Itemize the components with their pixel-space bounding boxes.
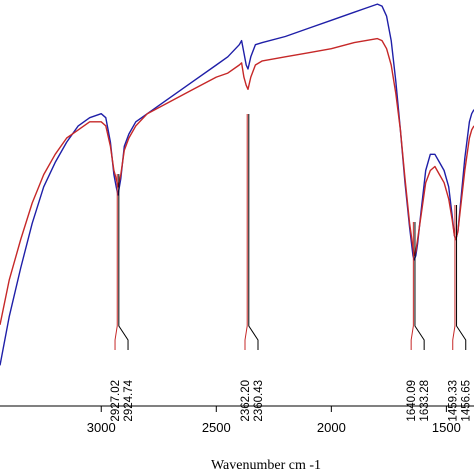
x-tick-label-1500: 1500 — [432, 420, 461, 435]
peak-marker-line-1459-33 — [452, 205, 456, 350]
peak-marker-line-1633-28 — [414, 222, 425, 350]
x-tick-label-3000: 3000 — [87, 420, 116, 435]
series-layer — [0, 3, 474, 366]
peak-marker-line-1640-09 — [410, 222, 414, 350]
spectrum-line-red — [0, 37, 474, 325]
peak-marker-line-2360-43 — [248, 114, 259, 350]
peak-label-2924-74: 2924.74 — [123, 379, 135, 421]
peak-label-2927-02: 2927.02 — [110, 380, 122, 422]
peak-markers: 2927.02 2924.74 2362.20 2360.43 1640.09 1633.… — [110, 114, 473, 422]
peak-label-1633-28: 1633.28 — [419, 380, 431, 422]
x-axis: 3000 2500 2000 1500 Wavenumber cm -1 — [0, 405, 474, 473]
x-ticks: 3000 2500 2000 1500 — [87, 406, 461, 435]
plot-area: 2927.02 2924.74 2362.20 2360.43 1640.09 1633.… — [0, 3, 474, 422]
peak-label-1640-09: 1640.09 — [406, 380, 418, 422]
peak-label-2362-20: 2362.20 — [240, 380, 252, 422]
peak-label-1456-65: 1456.65 — [461, 380, 473, 422]
peak-marker-line-2924-74 — [118, 174, 129, 350]
peak-marker-line-2927-02 — [114, 174, 118, 350]
spectrum-line-blue — [0, 3, 474, 366]
peak-marker-line-1456-65 — [456, 205, 467, 350]
x-tick-label-2500: 2500 — [202, 420, 231, 435]
peak-label-1459-33: 1459.33 — [448, 380, 460, 422]
peak-marker-line-2362-20 — [244, 114, 248, 350]
peak-label-2360-43: 2360.43 — [253, 380, 265, 422]
x-tick-label-2000: 2000 — [317, 420, 346, 435]
x-axis-title: Wavenumber cm -1 — [211, 458, 321, 473]
